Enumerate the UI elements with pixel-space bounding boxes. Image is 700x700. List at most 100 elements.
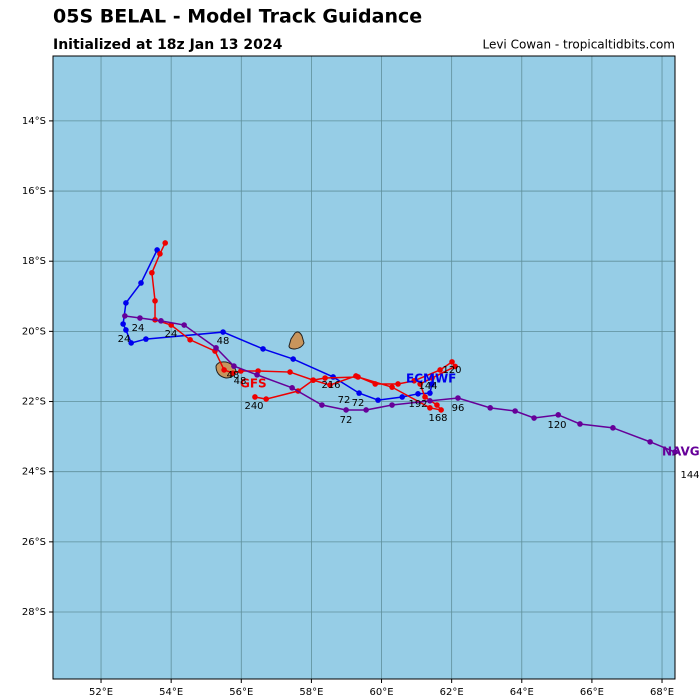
track-point <box>289 385 295 391</box>
track-point <box>162 240 168 246</box>
track-point <box>327 382 333 388</box>
track-point <box>415 391 421 397</box>
track-point <box>555 412 562 418</box>
hour-label: 120 <box>442 365 461 376</box>
y-tick-label: 14°S <box>22 116 46 127</box>
island-mauritius <box>288 331 305 350</box>
plot-area <box>53 56 675 679</box>
track-point <box>531 415 537 421</box>
track-point <box>356 390 362 396</box>
track-point <box>395 381 401 387</box>
track-point <box>158 318 164 324</box>
track-point <box>152 298 158 304</box>
hour-label: 72 <box>352 398 365 409</box>
hour-label: 144 <box>680 470 699 481</box>
track-point <box>610 425 616 431</box>
track-point <box>452 363 458 370</box>
plot-frame <box>52 55 676 680</box>
track-point <box>427 398 433 404</box>
y-tick-label: 16°S <box>22 186 46 197</box>
credit: Levi Cowan - tropicaltidbits.com <box>482 38 675 52</box>
track-point <box>230 370 236 376</box>
track-point <box>143 336 149 342</box>
track-point <box>429 375 435 381</box>
hour-label: 48 <box>227 370 240 381</box>
track-point <box>389 384 395 390</box>
x-tick-label: 68°E <box>650 687 674 698</box>
track-point <box>434 402 440 408</box>
hour-label: 48 <box>217 336 230 347</box>
track-point <box>260 346 266 352</box>
x-tick-label: 62°E <box>440 687 464 698</box>
track-point <box>487 405 494 411</box>
track-point <box>322 375 328 381</box>
y-tick-label: 18°S <box>22 256 46 267</box>
track-point <box>137 315 143 321</box>
track-point <box>310 377 316 383</box>
hour-label: 24 <box>132 323 145 334</box>
track-point <box>231 363 237 369</box>
track-point <box>438 407 444 413</box>
track-point <box>449 359 455 365</box>
hour-label: 72 <box>338 395 351 406</box>
track-point <box>181 322 187 328</box>
track-point <box>290 356 296 362</box>
x-tick-label: 56°E <box>229 687 253 698</box>
chart-subtitle: Initialized at 18z Jan 13 2024 <box>53 37 283 53</box>
track-point <box>123 300 129 306</box>
track-point <box>512 408 518 414</box>
track-point <box>254 372 260 378</box>
track-point <box>437 367 443 373</box>
y-tick-label: 24°S <box>22 467 46 478</box>
track-point <box>372 381 379 387</box>
y-tick-label: 28°S <box>22 607 46 618</box>
series-label: GFS <box>240 377 267 391</box>
hour-label: 168 <box>428 413 447 424</box>
track-point <box>128 340 134 346</box>
track-point <box>149 269 155 276</box>
track-point <box>399 394 406 400</box>
y-tick-label: 22°S <box>22 397 46 408</box>
track-point <box>252 394 258 400</box>
x-tick-label: 58°E <box>299 687 323 698</box>
hour-label: 216 <box>321 380 340 391</box>
track-point <box>389 402 395 408</box>
track-point <box>427 405 433 411</box>
track-point <box>220 329 226 335</box>
y-tick-label: 20°S <box>22 326 46 337</box>
track-point <box>138 280 144 286</box>
hour-label: 192 <box>408 399 427 410</box>
x-tick-label: 66°E <box>580 687 604 698</box>
x-tick-label: 54°E <box>159 687 183 698</box>
hour-label: 240 <box>244 401 263 412</box>
hour-label: 48 <box>234 376 247 387</box>
track-point <box>319 402 325 408</box>
chart-title: 05S BELAL - Model Track Guidance <box>53 6 422 28</box>
hour-label: 72 <box>340 415 353 426</box>
x-tick-label: 64°E <box>510 687 534 698</box>
track-point <box>577 421 583 427</box>
track-point <box>213 345 219 351</box>
series-label: ECMWF <box>406 372 456 386</box>
x-tick-label: 52°E <box>89 687 113 698</box>
x-tick-label: 60°E <box>370 687 394 698</box>
hour-label: 24 <box>165 329 178 340</box>
track-point <box>122 313 128 319</box>
hour-label: 144 <box>418 381 437 392</box>
track-point <box>417 381 423 387</box>
track-point <box>187 336 193 343</box>
track-point <box>221 367 227 373</box>
hour-label: 24 <box>118 334 131 345</box>
track-point <box>263 396 269 402</box>
track-point <box>123 327 129 333</box>
series-label: NAVGEM <box>662 445 700 459</box>
track-point <box>157 251 163 257</box>
y-tick-label: 26°S <box>22 537 46 548</box>
track-point <box>355 374 361 380</box>
track-point <box>120 321 126 327</box>
track-point <box>429 381 435 387</box>
hour-label: 120 <box>547 420 566 431</box>
track-point <box>455 395 461 401</box>
track-point <box>154 247 160 253</box>
